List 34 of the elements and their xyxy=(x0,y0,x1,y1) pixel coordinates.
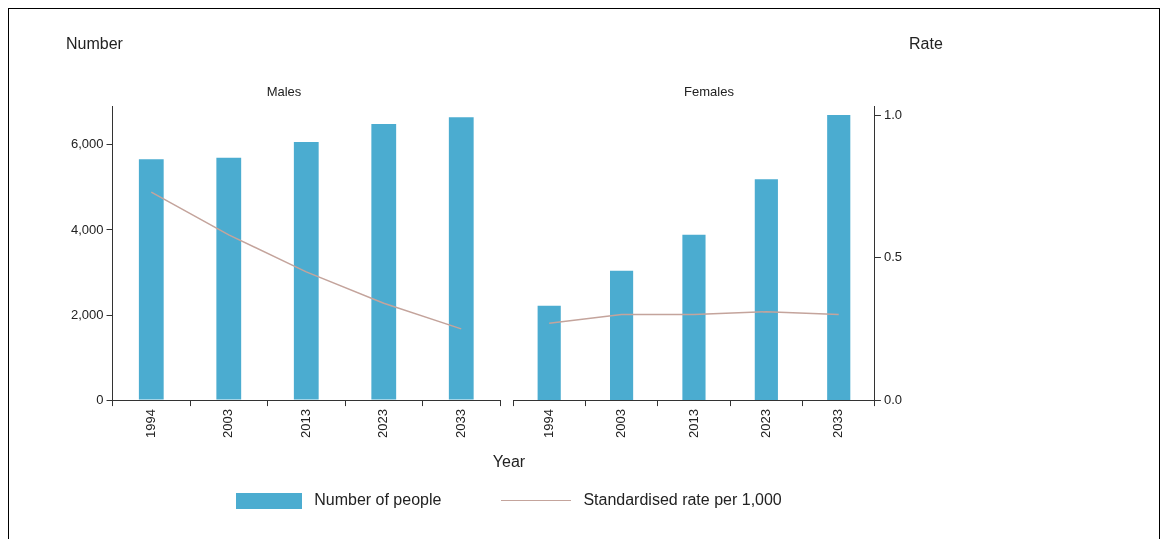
bar xyxy=(827,115,851,401)
x-tick-label: 2033 xyxy=(452,409,468,438)
x-tick-label: 2013 xyxy=(685,409,701,438)
bar xyxy=(293,141,319,400)
bar xyxy=(682,234,706,401)
y2-axis-title: Rate xyxy=(909,35,943,53)
y2-tick-label: 0.5 xyxy=(883,249,903,265)
bar xyxy=(754,179,778,401)
x-tick-label: 2003 xyxy=(613,409,629,438)
bar xyxy=(216,157,242,400)
x-tick-label: 2033 xyxy=(830,409,846,438)
y-tick-label: 2,000 xyxy=(70,306,104,322)
chart-title: Males xyxy=(266,84,302,100)
bar xyxy=(138,159,164,400)
bar xyxy=(610,270,634,401)
bar xyxy=(537,305,561,401)
y-tick-label: 0 xyxy=(96,391,104,407)
y-tick-label: 4,000 xyxy=(70,221,104,237)
x-tick-label: 1994 xyxy=(142,409,158,438)
x-tick-label: 1994 xyxy=(540,409,556,438)
chart-title: Females xyxy=(684,84,735,100)
x-tick-label: 2013 xyxy=(297,409,313,438)
x-tick-label: 2003 xyxy=(220,409,236,438)
y2-tick-label: 1.0 xyxy=(883,106,903,122)
bar xyxy=(371,124,397,400)
x-tick-label: 2023 xyxy=(375,409,391,438)
bar xyxy=(448,117,474,400)
x-tick-label: 2023 xyxy=(757,409,773,438)
y-tick-label: 6,000 xyxy=(70,136,104,152)
x-axis-title: Year xyxy=(491,453,527,471)
legend-label: Standardised rate per 1,000 xyxy=(583,491,782,508)
y-axis-title: Number xyxy=(66,35,123,53)
y2-tick-label: 0.0 xyxy=(883,391,903,407)
legend-label: Number of people xyxy=(314,491,442,508)
